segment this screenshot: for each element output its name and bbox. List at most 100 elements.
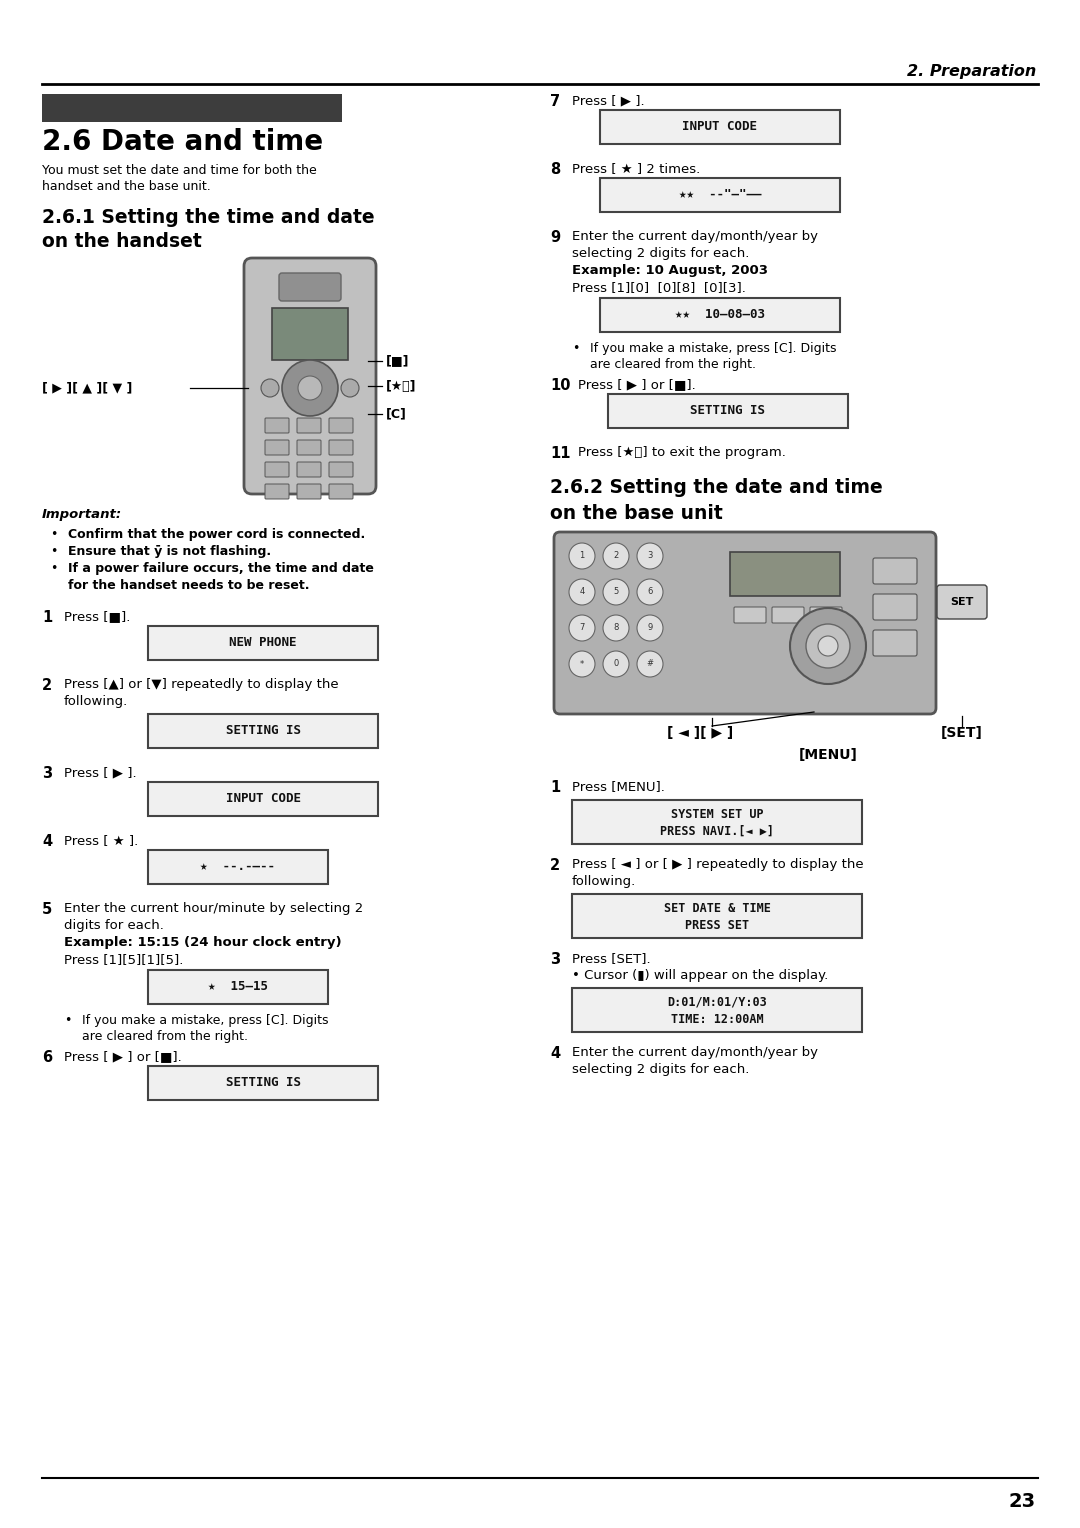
- Bar: [572, 989, 862, 1031]
- Text: Ensure that ȳ is not flashing.: Ensure that ȳ is not flashing.: [68, 545, 271, 558]
- Circle shape: [603, 579, 629, 605]
- FancyBboxPatch shape: [554, 532, 936, 714]
- Text: Press [ ▶ ] or [■].: Press [ ▶ ] or [■].: [64, 1050, 181, 1063]
- Circle shape: [569, 579, 595, 605]
- Text: for the handset needs to be reset.: for the handset needs to be reset.: [68, 579, 310, 591]
- Text: ★  --.-–--: ★ --.-–--: [201, 860, 275, 874]
- Text: 6: 6: [42, 1050, 52, 1065]
- Text: 2: 2: [613, 552, 619, 561]
- Circle shape: [569, 542, 595, 568]
- Circle shape: [637, 651, 663, 677]
- Text: Press [ ★ ] 2 times.: Press [ ★ ] 2 times.: [572, 162, 700, 176]
- Text: 2: 2: [42, 678, 52, 694]
- Text: Press [ ▶ ].: Press [ ▶ ].: [64, 766, 137, 779]
- Bar: [572, 801, 862, 843]
- Circle shape: [282, 361, 338, 416]
- Text: Press [★ⓞ] to exit the program.: Press [★ⓞ] to exit the program.: [578, 446, 786, 458]
- Text: Enter the current day/month/year by: Enter the current day/month/year by: [572, 231, 818, 243]
- Text: following.: following.: [64, 695, 129, 707]
- Circle shape: [341, 379, 359, 397]
- Text: •: •: [572, 342, 579, 354]
- Text: PRESS SET: PRESS SET: [685, 920, 750, 932]
- Text: following.: following.: [572, 876, 636, 888]
- Text: [■]: [■]: [386, 354, 409, 368]
- Text: 1: 1: [550, 779, 561, 795]
- Circle shape: [603, 542, 629, 568]
- Text: SETTING IS: SETTING IS: [690, 405, 766, 417]
- Circle shape: [603, 651, 629, 677]
- FancyBboxPatch shape: [873, 558, 917, 584]
- FancyBboxPatch shape: [772, 607, 804, 623]
- Text: SET: SET: [950, 597, 974, 607]
- Text: Press [ ◄ ] or [ ▶ ] repeatedly to display the: Press [ ◄ ] or [ ▶ ] repeatedly to displ…: [572, 859, 864, 871]
- Text: [ ▶ ][ ▲ ][ ▼ ]: [ ▶ ][ ▲ ][ ▼ ]: [42, 382, 133, 394]
- Bar: [148, 714, 378, 749]
- Text: Press [ ▶ ].: Press [ ▶ ].: [572, 95, 645, 107]
- Text: [MENU]: [MENU]: [798, 749, 858, 762]
- Text: [★ⓞ]: [★ⓞ]: [386, 379, 417, 393]
- Text: 8: 8: [550, 162, 561, 177]
- Text: If you make a mistake, press [C]. Digits: If you make a mistake, press [C]. Digits: [82, 1015, 328, 1027]
- Bar: [148, 1067, 378, 1100]
- Text: 23: 23: [1009, 1491, 1036, 1511]
- Text: •: •: [64, 1015, 71, 1027]
- Text: 7: 7: [550, 95, 561, 108]
- Text: SET DATE & TIME: SET DATE & TIME: [663, 902, 770, 915]
- Text: Press [MENU].: Press [MENU].: [572, 779, 665, 793]
- Text: If a power failure occurs, the time and date: If a power failure occurs, the time and …: [68, 562, 374, 575]
- FancyBboxPatch shape: [329, 484, 353, 500]
- Text: INPUT CODE: INPUT CODE: [683, 121, 757, 133]
- Text: You must set the date and time for both the: You must set the date and time for both …: [42, 163, 316, 177]
- FancyBboxPatch shape: [244, 258, 376, 494]
- Text: [SET]: [SET]: [941, 726, 983, 740]
- Text: 7: 7: [579, 623, 584, 633]
- Text: 3: 3: [42, 766, 52, 781]
- Circle shape: [569, 614, 595, 642]
- Bar: [608, 394, 848, 428]
- Text: •: •: [50, 545, 57, 558]
- Text: SETTING IS: SETTING IS: [226, 1077, 300, 1089]
- Text: Press [▲] or [▼] repeatedly to display the: Press [▲] or [▼] repeatedly to display t…: [64, 678, 339, 691]
- Bar: [600, 177, 840, 212]
- Text: are cleared from the right.: are cleared from the right.: [590, 358, 756, 371]
- Text: ★  15–15: ★ 15–15: [208, 981, 268, 993]
- FancyBboxPatch shape: [937, 585, 987, 619]
- Circle shape: [789, 608, 866, 685]
- Text: • Cursor (▮) will appear on the display.: • Cursor (▮) will appear on the display.: [572, 969, 828, 983]
- Text: Important:: Important:: [42, 507, 122, 521]
- Text: 4: 4: [550, 1047, 561, 1060]
- Text: 0: 0: [613, 660, 619, 669]
- Text: 8: 8: [613, 623, 619, 633]
- Bar: [572, 894, 862, 938]
- FancyBboxPatch shape: [265, 484, 289, 500]
- Circle shape: [637, 542, 663, 568]
- Text: 5: 5: [613, 587, 619, 596]
- FancyBboxPatch shape: [873, 594, 917, 620]
- Text: 3: 3: [550, 952, 561, 967]
- Text: Press [1][5][1][5].: Press [1][5][1][5].: [64, 953, 184, 966]
- Text: ★★  --"–"––: ★★ --"–"––: [678, 188, 761, 202]
- Text: 3: 3: [647, 552, 652, 561]
- Bar: [272, 309, 348, 361]
- Text: Example: 15:15 (24 hour clock entry): Example: 15:15 (24 hour clock entry): [64, 937, 341, 949]
- Text: INPUT CODE: INPUT CODE: [226, 793, 300, 805]
- Text: 2.6.1 Setting the time and date: 2.6.1 Setting the time and date: [42, 208, 375, 228]
- Text: Press [SET].: Press [SET].: [572, 952, 650, 966]
- FancyBboxPatch shape: [873, 630, 917, 656]
- FancyBboxPatch shape: [329, 461, 353, 477]
- Text: 4: 4: [579, 587, 584, 596]
- Bar: [148, 970, 328, 1004]
- FancyBboxPatch shape: [810, 607, 842, 623]
- Bar: [600, 298, 840, 332]
- Text: Enter the current hour/minute by selecting 2: Enter the current hour/minute by selecti…: [64, 902, 363, 915]
- Circle shape: [637, 614, 663, 642]
- Text: 2.6 Date and time: 2.6 Date and time: [42, 128, 323, 156]
- Text: 1: 1: [42, 610, 52, 625]
- Text: 6: 6: [647, 587, 652, 596]
- Text: Enter the current day/month/year by: Enter the current day/month/year by: [572, 1047, 818, 1059]
- FancyBboxPatch shape: [265, 461, 289, 477]
- Text: 9: 9: [550, 231, 561, 244]
- Text: 4: 4: [42, 834, 52, 850]
- Text: SETTING IS: SETTING IS: [226, 724, 300, 738]
- FancyBboxPatch shape: [329, 419, 353, 432]
